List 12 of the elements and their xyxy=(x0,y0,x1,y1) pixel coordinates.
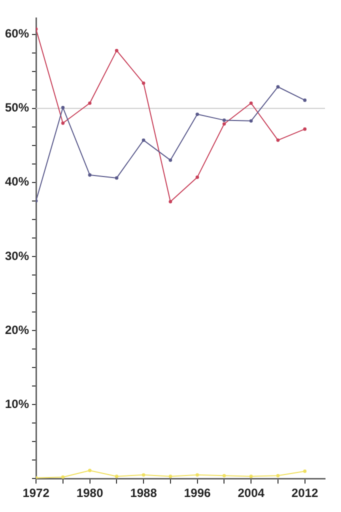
x-tick-label: 1996 xyxy=(184,486,211,500)
y-tick-label: 50% xyxy=(4,100,30,115)
x-tick-label: 1972 xyxy=(22,486,50,500)
y-tick-label: 60% xyxy=(4,26,30,41)
y-tick-label: 20% xyxy=(4,322,30,337)
x-tick-label: 2012 xyxy=(291,486,319,500)
y-tick-label: 30% xyxy=(4,248,30,263)
x-tick-label: 1988 xyxy=(130,486,158,500)
y-tick-label: 10% xyxy=(4,396,30,411)
y-tick-label: 40% xyxy=(4,174,30,189)
x-tick-label: 1980 xyxy=(76,486,104,500)
x-tick-label: 2004 xyxy=(238,486,265,500)
